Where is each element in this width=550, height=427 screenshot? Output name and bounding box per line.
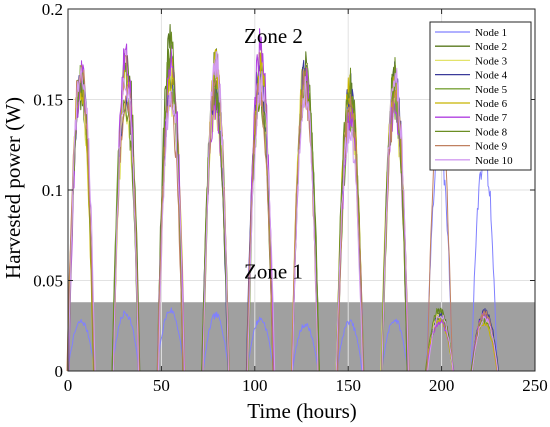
tick-layer: 0 50 100 150 200 250 0 0.05 0.1 0.15 0.2 bbox=[33, 0, 548, 395]
x-tick-label: 150 bbox=[335, 376, 361, 395]
y-axis-title: Harvested power (W) bbox=[1, 97, 25, 279]
y-tick-label: 0.1 bbox=[42, 181, 63, 200]
y-tick-label: 0.2 bbox=[42, 0, 63, 19]
y-tick-label: 0 bbox=[55, 362, 64, 381]
y-tick-label: 0.15 bbox=[33, 91, 63, 110]
x-tick-label: 200 bbox=[429, 376, 455, 395]
legend-label: Node 1 bbox=[475, 27, 507, 39]
series-line-10 bbox=[67, 51, 499, 372]
legend-label: Node 9 bbox=[475, 141, 508, 153]
zone1-band bbox=[68, 302, 535, 371]
legend-label: Node 3 bbox=[475, 55, 508, 67]
zone1-band-layer bbox=[68, 302, 535, 371]
legend-label: Node 7 bbox=[475, 112, 508, 124]
legend-label: Node 2 bbox=[475, 41, 507, 53]
y-tick-label: 0.05 bbox=[33, 272, 63, 291]
zone-2-annotation: Zone 2 bbox=[244, 24, 303, 48]
x-axis-title: Time (hours) bbox=[247, 399, 356, 423]
x-tick-label: 250 bbox=[522, 376, 548, 395]
legend-label: Node 6 bbox=[475, 98, 508, 110]
x-tick-label: 100 bbox=[242, 376, 268, 395]
x-tick-label: 50 bbox=[153, 376, 170, 395]
legend-label: Node 10 bbox=[475, 155, 513, 167]
legend: Node 1 Node 2 Node 3 Node 4 Node 5 Node 6 Node… bbox=[429, 21, 532, 171]
legend-label: Node 5 bbox=[475, 84, 508, 96]
legend-label: Node 8 bbox=[475, 126, 508, 138]
legend-label: Node 4 bbox=[475, 70, 508, 82]
x-tick-label: 0 bbox=[64, 376, 73, 395]
zone-1-annotation: Zone 1 bbox=[244, 259, 303, 283]
